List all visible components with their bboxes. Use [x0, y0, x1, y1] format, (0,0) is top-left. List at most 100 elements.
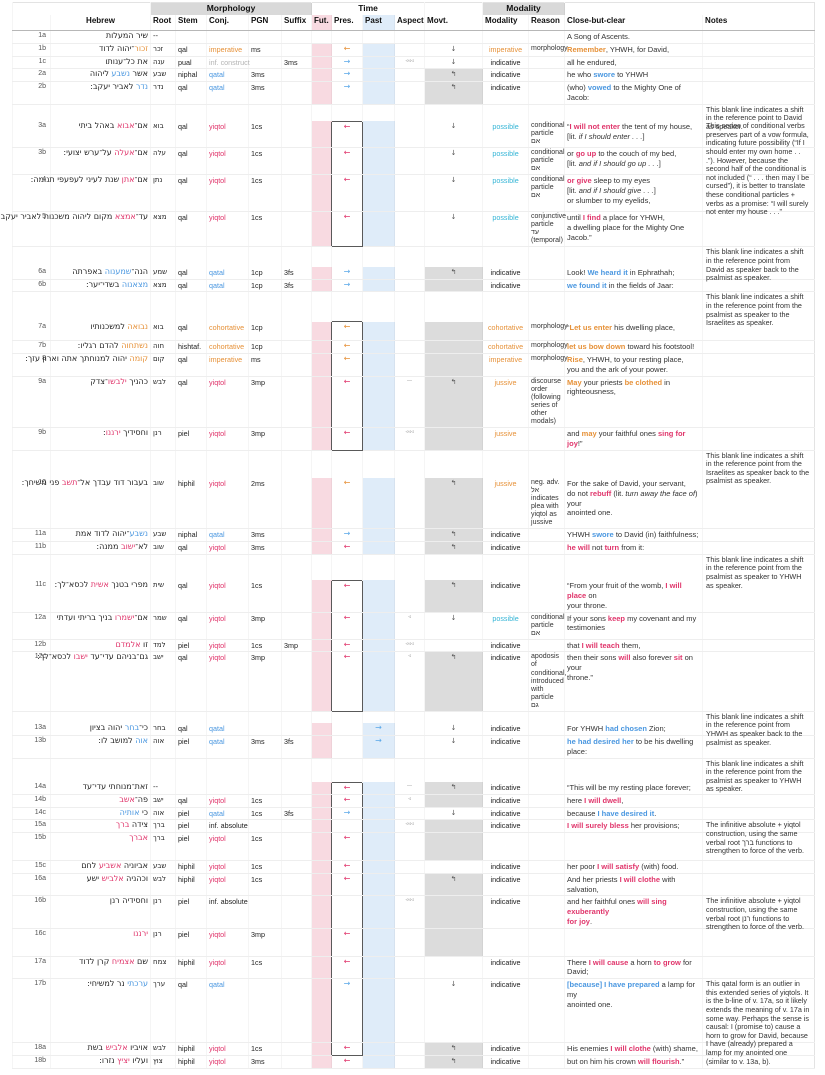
cell-notes[interactable]: This qatal form is an outlier in this ex…	[702, 978, 815, 1066]
cell-root[interactable]: שבע	[150, 68, 176, 82]
cell-pgn[interactable]: 1cs	[248, 956, 282, 979]
cell-suffix[interactable]	[280, 340, 312, 355]
cell-suffix[interactable]	[280, 819, 312, 833]
cell-row-id[interactable]: 12a	[12, 612, 51, 640]
cell-row-id[interactable]	[12, 450, 51, 478]
group-header-spacer[interactable]	[424, 2, 483, 15]
cell-root[interactable]: עלה	[150, 147, 176, 176]
cell-modality[interactable]: indicative	[482, 860, 529, 874]
cell-root[interactable]: אוה	[150, 807, 176, 821]
cell-future[interactable]	[311, 978, 332, 1043]
cell-suffix[interactable]	[280, 860, 312, 874]
cell-present[interactable]: →	[331, 56, 363, 70]
cell-aspect[interactable]: —	[394, 782, 425, 795]
cell-stem[interactable]	[175, 554, 207, 581]
cell-aspect[interactable]: ◃◃◃	[394, 819, 425, 833]
cell-conj[interactable]: qatal	[206, 81, 249, 105]
column-header-suffix[interactable]: Suffix	[280, 15, 312, 31]
cell-movement[interactable]: ↰	[424, 541, 483, 555]
cell-root[interactable]: ברך	[150, 819, 176, 833]
cell-row-id[interactable]: 17a	[12, 956, 51, 979]
cell-hebrew[interactable]: אשר נשבע ליהוה	[50, 68, 151, 82]
cell-hebrew[interactable]: שיר המעלות	[50, 30, 151, 44]
column-header-pgn[interactable]: PGN	[248, 15, 282, 31]
column-header-close-but-clear[interactable]: Close-but-clear	[564, 15, 703, 31]
cell-modality[interactable]: indicative	[482, 81, 529, 105]
cell-past[interactable]	[362, 639, 395, 653]
cell-pgn[interactable]: 1cs	[248, 807, 282, 821]
cell-movement[interactable]: ↓	[424, 723, 483, 737]
cell-present[interactable]: ←	[331, 651, 364, 712]
cell-pgn[interactable]	[248, 819, 282, 833]
cell-modality[interactable]: jussive	[482, 478, 529, 530]
cell-row-id[interactable]: 6a	[12, 266, 51, 280]
cell-reason[interactable]	[528, 104, 565, 121]
cell-hebrew[interactable]	[50, 450, 151, 478]
cell-stem[interactable]	[175, 30, 207, 44]
cell-hebrew[interactable]: זאת־מנוחתי עדי־עד	[50, 782, 151, 795]
cell-close-but-clear[interactable]	[564, 291, 703, 322]
cell-past[interactable]	[362, 528, 395, 543]
cell-past[interactable]	[362, 782, 395, 795]
cell-conj[interactable]: cohortative	[206, 340, 249, 355]
cell-reason[interactable]	[528, 528, 565, 543]
cell-aspect[interactable]	[394, 174, 425, 213]
cell-movement[interactable]: ↰	[424, 266, 483, 280]
cell-aspect[interactable]	[394, 860, 425, 874]
cell-aspect[interactable]: ◃	[394, 651, 425, 712]
cell-conj[interactable]: yiqtol	[206, 147, 249, 176]
cell-future[interactable]	[311, 895, 332, 929]
cell-modality[interactable]: indicative	[482, 895, 529, 929]
cell-reason[interactable]	[528, 735, 565, 759]
cell-hebrew[interactable]: ירננו	[50, 928, 151, 957]
cell-modality[interactable]	[482, 450, 529, 478]
cell-row-id[interactable]: 13b	[12, 735, 51, 759]
cell-root[interactable]: בחר	[150, 723, 176, 737]
cell-aspect[interactable]	[394, 723, 425, 737]
cell-conj[interactable]: cohortative	[206, 321, 249, 342]
cell-aspect[interactable]: ◃◃◃	[394, 427, 425, 451]
column-header-aspect[interactable]: Aspect	[394, 15, 425, 31]
cell-past[interactable]	[362, 56, 395, 70]
cell-conj[interactable]: yiqtol	[206, 121, 249, 149]
cell-suffix[interactable]	[280, 43, 312, 57]
cell-pgn[interactable]: 3mp	[248, 928, 282, 957]
cell-stem[interactable]: qal	[175, 612, 207, 640]
cell-close-but-clear[interactable]: but on him his crown will flourish.”	[564, 1055, 703, 1069]
cell-suffix[interactable]	[280, 541, 312, 555]
cell-conj[interactable]: yiqtol	[206, 211, 249, 248]
cell-past[interactable]: →	[362, 723, 395, 737]
cell-row-id[interactable]: 12b	[12, 639, 51, 653]
cell-movement[interactable]	[424, 340, 483, 355]
cell-notes[interactable]: This series of conditional verbs preserv…	[702, 121, 815, 216]
cell-suffix[interactable]	[280, 723, 312, 737]
cell-notes[interactable]	[702, 81, 815, 105]
cell-root[interactable]	[150, 450, 176, 478]
cell-modality[interactable]	[482, 554, 529, 581]
cell-reason[interactable]	[528, 1055, 565, 1069]
cell-movement[interactable]	[424, 321, 483, 342]
cell-suffix[interactable]	[280, 612, 312, 640]
cell-conj[interactable]: yiqtol	[206, 478, 249, 530]
cell-modality[interactable]: possible	[482, 174, 529, 213]
cell-hebrew[interactable]: אוה למושב לו:	[50, 735, 151, 759]
column-header-conj-[interactable]: Conj.	[206, 15, 249, 31]
cell-suffix[interactable]	[280, 794, 312, 808]
cell-reason[interactable]	[528, 758, 565, 782]
column-header-movt-[interactable]: Movt.	[424, 15, 483, 31]
cell-close-but-clear[interactable]: [because] I have prepared a lamp for my …	[564, 978, 703, 1043]
cell-movement[interactable]	[424, 427, 483, 451]
cell-root[interactable]: שית	[150, 580, 176, 613]
cell-reason[interactable]	[528, 928, 565, 957]
cell-aspect[interactable]	[394, 321, 425, 342]
cell-stem[interactable]	[175, 450, 207, 478]
cell-past[interactable]	[362, 612, 395, 640]
cell-aspect[interactable]	[394, 1055, 425, 1069]
cell-conj[interactable]	[206, 554, 249, 581]
cell-root[interactable]: למד	[150, 639, 176, 653]
cell-aspect[interactable]	[394, 928, 425, 957]
cell-reason[interactable]	[528, 68, 565, 82]
cell-conj[interactable]: imperative	[206, 43, 249, 57]
cell-notes[interactable]: The infinitive absolute + yiqtol constru…	[702, 895, 815, 931]
cell-root[interactable]: --	[150, 782, 176, 795]
